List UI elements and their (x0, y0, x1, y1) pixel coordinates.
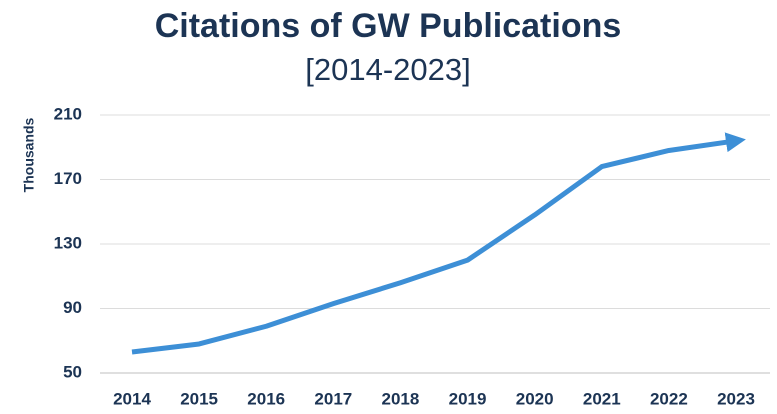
y-tick-label: 50 (63, 362, 82, 381)
chart-subtitle: [2014-2023] (305, 52, 470, 87)
y-tick-label: 210 (54, 104, 82, 123)
y-tick-label: 170 (54, 169, 82, 188)
x-tick-label: 2017 (314, 389, 352, 408)
line-series (131, 132, 746, 355)
x-tick-label: 2019 (449, 389, 487, 408)
x-tick-label: 2020 (516, 389, 554, 408)
y-tick-label: 130 (54, 233, 82, 252)
x-tick-label: 2018 (382, 389, 420, 408)
x-tick-label: 2023 (717, 389, 755, 408)
x-tick-label: 2016 (247, 389, 285, 408)
x-tick-label: 2015 (180, 389, 218, 408)
x-tick-label: 2022 (650, 389, 688, 408)
x-tick-label: 2021 (583, 389, 621, 408)
chart-title: Citations of GW Publications (155, 7, 622, 45)
y-axis-label: Thousands (21, 117, 37, 192)
x-tick-label: 2014 (113, 389, 151, 408)
y-tick-label: 90 (63, 298, 82, 317)
